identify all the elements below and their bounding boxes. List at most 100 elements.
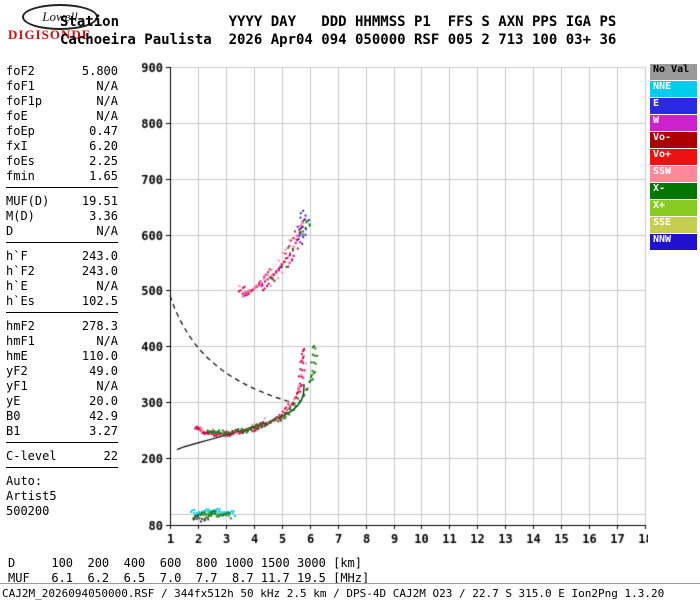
param-row: yE 20.0 xyxy=(6,394,118,409)
param-row: h`F 243.0 xyxy=(6,249,118,264)
header-column-labels: Station YYYY DAY DDD HHMMSS P1 FFS S AXN… xyxy=(60,14,617,30)
lowell-logo-oval: Lowell xyxy=(22,4,98,30)
autoscaling-info-text: 500200 xyxy=(6,504,50,518)
footer-divider xyxy=(0,583,700,584)
param-value: N/A xyxy=(96,224,118,238)
param-row: yF2 49.0 xyxy=(6,364,118,379)
ionogram-chart xyxy=(128,58,648,548)
param-label: hmF2 xyxy=(6,319,35,333)
distance-muf-table: D 100 200 400 600 800 1000 1500 3000 [km… xyxy=(8,556,369,586)
autoscaling-info-line: Auto: xyxy=(6,474,118,489)
param-value: 110.0 xyxy=(81,349,118,363)
autoscaling-info-line: 500200 xyxy=(6,504,118,519)
param-row: yF1 N/A xyxy=(6,379,118,394)
digisonde-logo: Lowell DIGISONDE xyxy=(8,4,120,43)
legend-item: SSE xyxy=(650,217,697,233)
param-label: foF1p xyxy=(6,94,43,108)
legend-item: Vo- xyxy=(650,132,697,148)
param-value: 243.0 xyxy=(81,249,118,263)
autoscaling-info: Auto: Artist5 500200 xyxy=(6,474,118,519)
param-label: fxI xyxy=(6,139,28,153)
legend-item: SSW xyxy=(650,166,697,182)
param-value: 19.51 xyxy=(81,194,118,208)
table-row: MUF 6.1 6.2 6.5 7.0 7.7 8.7 11.7 19.5 [M… xyxy=(8,571,370,585)
param-label: foF1 xyxy=(6,79,35,93)
legend-item: No Val xyxy=(650,64,697,80)
param-label: foE xyxy=(6,109,28,123)
param-value: 102.5 xyxy=(81,294,118,308)
param-label: yE xyxy=(6,394,21,408)
param-row: foF2 5.800 xyxy=(6,64,118,79)
legend-item: X+ xyxy=(650,200,697,216)
param-label: h`F2 xyxy=(6,264,35,278)
param-row: foF1 N/A xyxy=(6,79,118,94)
autoscaling-info-text: Artist5 xyxy=(6,489,57,503)
legend-item: NNE xyxy=(650,81,697,97)
param-value: 3.36 xyxy=(89,209,118,223)
param-row: B0 42.9 xyxy=(6,409,118,424)
param-value: N/A xyxy=(96,109,118,123)
param-label: foF2 xyxy=(6,64,35,78)
table-row: D 100 200 400 600 800 1000 1500 3000 [km… xyxy=(8,556,363,570)
param-group: C-level 22 xyxy=(6,449,118,468)
param-row: hmF2 278.3 xyxy=(6,319,118,334)
param-value: 5.800 xyxy=(81,64,118,78)
param-row: foEp 0.47 xyxy=(6,124,118,139)
autoscaling-info-text: Auto: xyxy=(6,474,43,488)
legend-item: Vo+ xyxy=(650,149,697,165)
doppler-direction-legend: No Val NNE E W Vo- Vo+ SSW X- X+ SSE NNW xyxy=(650,64,697,251)
param-label: M(D) xyxy=(6,209,35,223)
param-value: N/A xyxy=(96,379,118,393)
param-value: 3.27 xyxy=(89,424,118,438)
param-label: C-level xyxy=(6,449,57,463)
param-group: foF2 5.800 foF1 N/A foF1p N/A foE N/A foEp 0.47 fx… xyxy=(6,64,118,188)
param-row: C-level 22 xyxy=(6,449,118,464)
logo-digisonde-text: DIGISONDE xyxy=(8,27,92,42)
legend-item: NNW xyxy=(650,234,697,250)
param-row: fmin 1.65 xyxy=(6,169,118,184)
param-group: h`F 243.0 h`F2 243.0 h`E N/A h`Es 102.5 xyxy=(6,249,118,313)
param-row: foF1p N/A xyxy=(6,94,118,109)
param-group: hmF2 278.3 hmF1 N/A hmE 110.0 yF2 49.0 yF1 N/A yE 2… xyxy=(6,319,118,443)
param-value: 243.0 xyxy=(81,264,118,278)
param-value: N/A xyxy=(96,279,118,293)
param-value: 2.25 xyxy=(89,154,118,168)
param-label: foEp xyxy=(6,124,35,138)
param-value: 6.20 xyxy=(89,139,118,153)
logo-lowell-text: Lowell xyxy=(42,9,78,24)
param-value: 49.0 xyxy=(89,364,118,378)
param-value: 1.65 xyxy=(89,169,118,183)
param-label: B1 xyxy=(6,424,21,438)
param-value: N/A xyxy=(96,94,118,108)
param-row: hmF1 N/A xyxy=(6,334,118,349)
param-label: D xyxy=(6,224,14,238)
param-row: fxI 6.20 xyxy=(6,139,118,154)
header-station-values: Cachoeira Paulista 2026 Apr04 094 050000… xyxy=(60,32,617,48)
param-row: M(D) 3.36 xyxy=(6,209,118,224)
legend-item: W xyxy=(650,115,697,131)
param-value: 278.3 xyxy=(81,319,118,333)
legend-item: X- xyxy=(650,183,697,199)
param-value: 42.9 xyxy=(89,409,118,423)
param-row: B1 3.27 xyxy=(6,424,118,439)
param-value: N/A xyxy=(96,79,118,93)
param-label: fmin xyxy=(6,169,35,183)
param-label: h`E xyxy=(6,279,28,293)
param-row: D N/A xyxy=(6,224,118,239)
status-line: CAJ2M_2026094050000.RSF / 344fx512h 50 k… xyxy=(2,587,665,600)
param-value: 0.47 xyxy=(89,124,118,138)
param-group: MUF(D) 19.51 M(D) 3.36 D N/A xyxy=(6,194,118,243)
param-label: yF1 xyxy=(6,379,28,393)
param-value: 22 xyxy=(103,449,118,463)
param-row: h`E N/A xyxy=(6,279,118,294)
param-label: hmE xyxy=(6,349,28,363)
param-value: N/A xyxy=(96,334,118,348)
param-row: MUF(D) 19.51 xyxy=(6,194,118,209)
parameter-panel: foF2 5.800 foF1 N/A foF1p N/A foE N/A foEp 0.47 fx… xyxy=(6,64,118,519)
autoscaling-info-line: Artist5 xyxy=(6,489,118,504)
param-row: foE N/A xyxy=(6,109,118,124)
param-row: h`F2 243.0 xyxy=(6,264,118,279)
param-label: foEs xyxy=(6,154,35,168)
param-label: MUF(D) xyxy=(6,194,50,208)
